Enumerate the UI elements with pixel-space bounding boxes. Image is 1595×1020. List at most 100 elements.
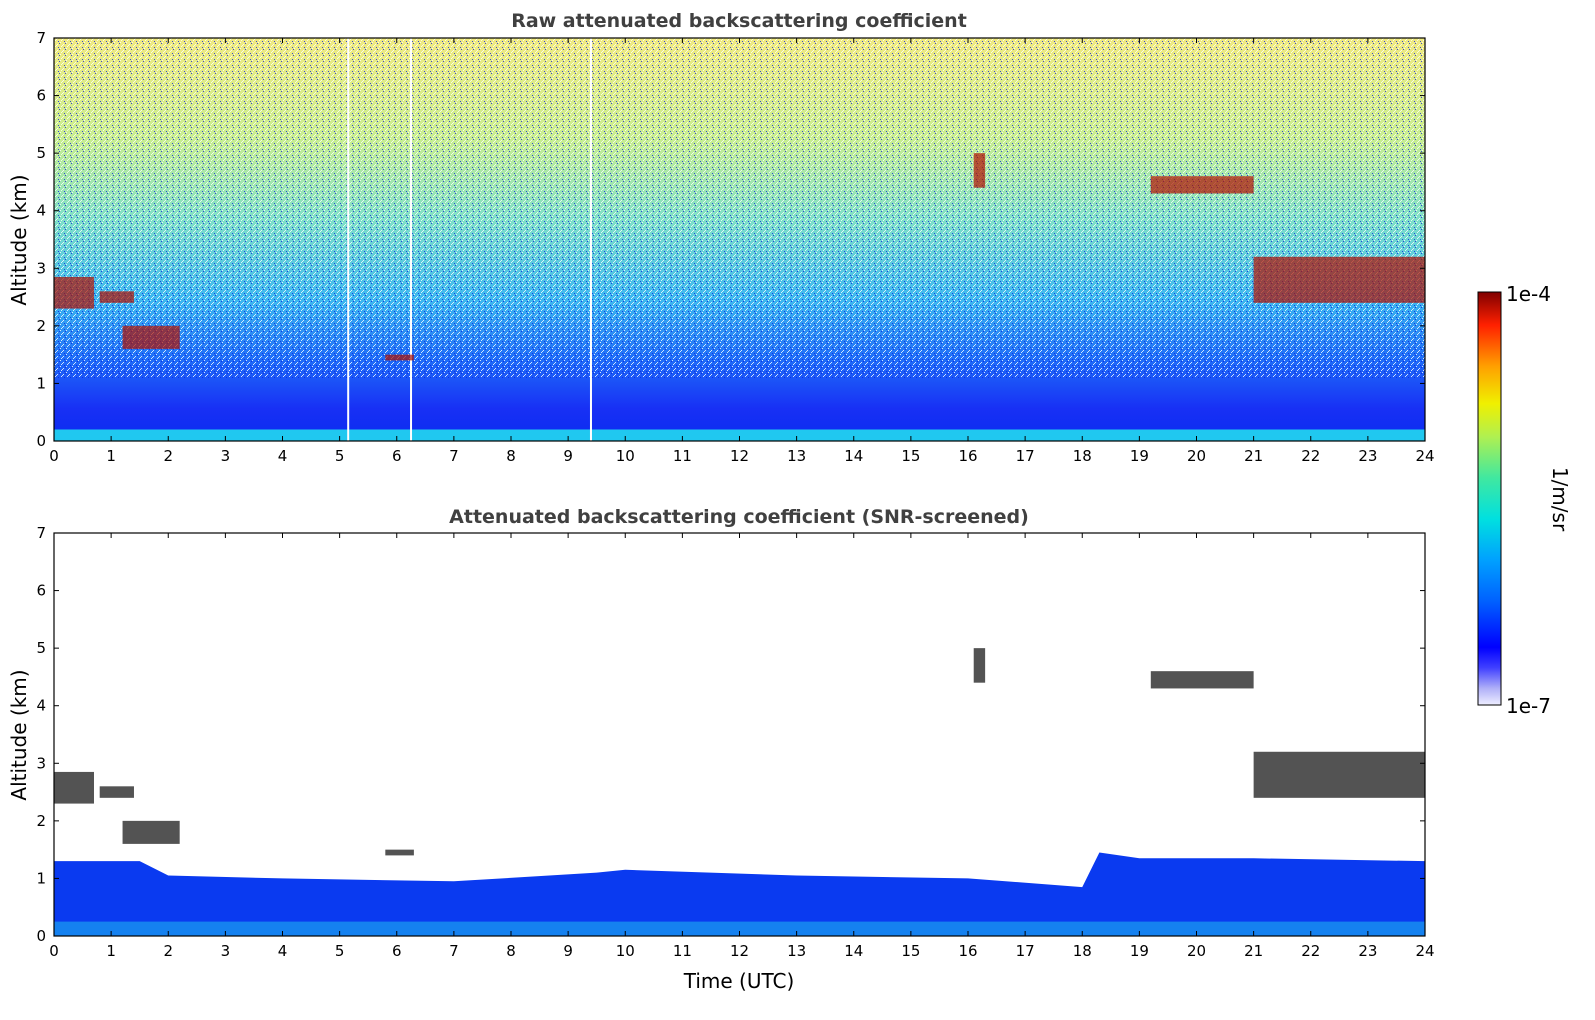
y-tick-label: 0 xyxy=(36,432,46,450)
cloud-layer xyxy=(1150,671,1254,689)
x-tick-label: 17 xyxy=(1016,942,1035,960)
x-tick-label: 12 xyxy=(730,447,749,465)
y-tick-label: 6 xyxy=(36,582,46,600)
y-tick-label: 6 xyxy=(36,87,46,105)
y-tick-label: 0 xyxy=(36,927,46,945)
y-tick-label: 1 xyxy=(36,374,46,392)
x-tick-label: 16 xyxy=(958,447,977,465)
x-tick-label: 23 xyxy=(1358,447,1377,465)
x-tick-label: 10 xyxy=(616,447,635,465)
panel-raw: Raw attenuated backscattering coefficien… xyxy=(7,10,1435,465)
x-tick-label: 1 xyxy=(106,447,116,465)
y-tick-label: 4 xyxy=(36,202,46,220)
x-tick-label: 9 xyxy=(563,942,573,960)
x-tick-label: 5 xyxy=(335,942,345,960)
x-tick-label: 17 xyxy=(1016,447,1035,465)
x-tick-label: 21 xyxy=(1244,942,1263,960)
x-tick-label: 16 xyxy=(958,942,977,960)
colorbar-unit-label: 1/m/sr xyxy=(1548,467,1572,532)
x-tick-label: 24 xyxy=(1415,447,1434,465)
panel-raw-ylabel: Altitude (km) xyxy=(7,174,31,305)
x-tick-label: 23 xyxy=(1358,942,1377,960)
x-tick-label: 0 xyxy=(49,942,59,960)
x-tick-label: 3 xyxy=(221,447,231,465)
x-tick-label: 14 xyxy=(844,942,863,960)
y-tick-label: 5 xyxy=(36,639,46,657)
y-tick-label: 1 xyxy=(36,869,46,887)
x-tick-label: 19 xyxy=(1130,942,1149,960)
colorbar: 1e-4 1e-7 1/m/sr xyxy=(1477,282,1572,718)
colorbar-gradient xyxy=(1477,291,1502,706)
x-tick-label: 7 xyxy=(449,942,459,960)
panel-screened-ylabel: Altitude (km) xyxy=(7,669,31,800)
cloud-layer xyxy=(1253,256,1425,303)
x-tick-label: 22 xyxy=(1301,942,1320,960)
y-tick-label: 2 xyxy=(36,317,46,335)
x-tick-label: 11 xyxy=(673,447,692,465)
x-tick-label: 18 xyxy=(1073,942,1092,960)
colorbar-max-label: 1e-4 xyxy=(1506,282,1551,306)
x-tick-label: 4 xyxy=(278,447,288,465)
cloud-layer xyxy=(385,849,414,856)
x-tick-label: 7 xyxy=(449,447,459,465)
x-tick-label: 4 xyxy=(278,942,288,960)
surface-layer-band xyxy=(54,429,1425,441)
x-tick-label: 15 xyxy=(901,447,920,465)
y-tick-label: 7 xyxy=(36,29,46,47)
cloud-layer xyxy=(54,771,94,804)
x-tick-label: 2 xyxy=(163,447,173,465)
cloud-layer xyxy=(1150,176,1254,194)
x-tick-label: 18 xyxy=(1073,447,1092,465)
x-tick-label: 13 xyxy=(787,447,806,465)
x-tick-label: 13 xyxy=(787,942,806,960)
x-tick-label: 8 xyxy=(506,942,516,960)
y-tick-label: 4 xyxy=(36,697,46,715)
panel-raw-axes: 0 1 2 3 4 5 6 7 8 9 10 11 12 13 14 15 16 17 18 19 20 21 22 23 24… xyxy=(36,29,1434,465)
x-tick-label: 20 xyxy=(1187,447,1206,465)
cloud-layer xyxy=(973,153,986,188)
y-tick-label: 7 xyxy=(36,524,46,542)
x-tick-label: 24 xyxy=(1415,942,1434,960)
panel-raw-heatmap xyxy=(54,38,1425,441)
cloud-layer xyxy=(54,276,94,309)
y-tick-label: 2 xyxy=(36,812,46,830)
panel-raw-noise-overlay xyxy=(54,38,1425,378)
x-tick-label: 2 xyxy=(163,942,173,960)
y-tick-label: 5 xyxy=(36,144,46,162)
panel-screened-title: Attenuated backscattering coefficient (S… xyxy=(449,506,1029,528)
panel-screened: Attenuated backscattering coefficient (S… xyxy=(7,506,1435,993)
x-tick-label: 22 xyxy=(1301,447,1320,465)
x-tick-label: 6 xyxy=(392,942,402,960)
panel-raw-title: Raw attenuated backscattering coefficien… xyxy=(511,10,967,32)
cloud-layer xyxy=(973,648,986,683)
x-tick-label: 12 xyxy=(730,942,749,960)
panel-screened-heatmap xyxy=(54,533,1425,936)
cloud-layer xyxy=(99,786,134,798)
cloud-layer xyxy=(122,820,180,844)
x-tick-label: 10 xyxy=(616,942,635,960)
x-tick-label: 15 xyxy=(901,942,920,960)
x-tick-label: 21 xyxy=(1244,447,1263,465)
x-tick-label: 6 xyxy=(392,447,402,465)
cloud-layer xyxy=(1253,751,1425,798)
x-tick-label: 8 xyxy=(506,447,516,465)
panel-screened-axes: 0 1 2 3 4 5 6 7 8 9 10 11 12 13 14 15 16 17 18 19 20 21 22 23 24… xyxy=(36,524,1434,960)
x-tick-label: 0 xyxy=(49,447,59,465)
x-tick-label: 11 xyxy=(673,942,692,960)
colorbar-min-label: 1e-7 xyxy=(1506,694,1551,718)
x-tick-label: 14 xyxy=(844,447,863,465)
cloud-layer xyxy=(122,325,180,349)
x-axis-label: Time (UTC) xyxy=(683,969,795,993)
cloud-layer xyxy=(99,291,134,303)
boundary-layer-region xyxy=(54,852,1425,936)
x-tick-label: 20 xyxy=(1187,942,1206,960)
x-tick-label: 1 xyxy=(106,942,116,960)
cloud-layer xyxy=(385,354,414,361)
x-tick-label: 3 xyxy=(221,942,231,960)
x-tick-label: 5 xyxy=(335,447,345,465)
x-tick-label: 19 xyxy=(1130,447,1149,465)
y-tick-label: 3 xyxy=(36,754,46,772)
x-tick-label: 9 xyxy=(563,447,573,465)
y-tick-label: 3 xyxy=(36,259,46,277)
